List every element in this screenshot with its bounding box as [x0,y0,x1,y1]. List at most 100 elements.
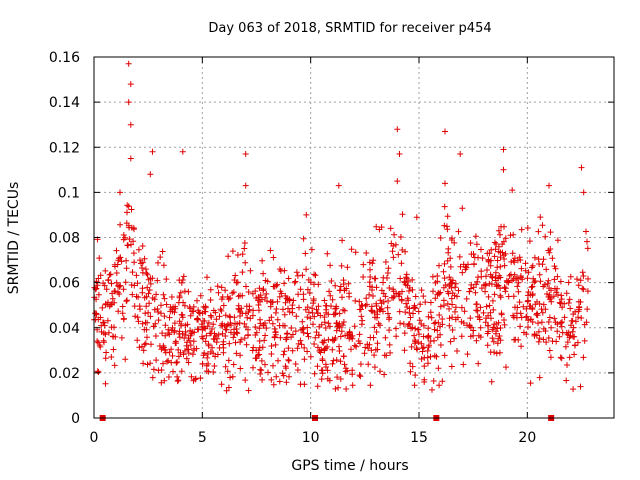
data-point [174,359,181,365]
data-point [386,341,393,348]
data-point [470,327,477,334]
data-point [177,289,184,296]
data-point [491,291,498,298]
data-point [339,322,346,329]
data-point [530,275,537,282]
data-point [285,345,292,352]
data-point [139,269,146,276]
data-point [402,309,409,316]
data-point [577,277,584,284]
data-point [386,314,393,321]
data-point [425,325,432,332]
data-point [361,350,368,357]
data-point [147,360,154,367]
data-point [191,329,198,336]
data-point [536,300,543,307]
data-point [343,386,350,392]
data-point [421,363,428,370]
data-point [401,330,408,337]
data-point [554,273,561,280]
data-point [413,345,420,352]
data-point [436,382,443,389]
data-point [554,321,561,328]
data-point [139,259,146,266]
data-point [491,253,498,260]
data-point [134,337,141,344]
data-point [116,283,123,290]
data-point [110,333,117,340]
data-point [102,380,109,387]
data-point [436,312,443,318]
data-point [448,363,455,370]
data-point [294,272,301,279]
data-point [300,291,307,298]
data-point [215,289,222,296]
data-point [268,376,275,383]
data-point [440,284,447,291]
data-point [553,338,560,345]
data-point [441,222,448,229]
data-point [529,319,536,325]
data-point [207,286,214,293]
x-axis-label: GPS time / hours [291,458,408,474]
data-point [495,319,502,326]
data-point [325,336,332,343]
data-point [537,214,544,221]
data-point [551,276,558,283]
data-point [431,320,438,327]
data-point [437,235,444,241]
data-point [181,302,188,309]
data-point [458,333,465,340]
data-point [348,346,354,353]
data-point [268,343,275,349]
data-point [368,307,375,314]
data-point [437,342,444,348]
data-point [335,384,342,391]
data-point [475,254,481,261]
data-point [111,362,118,369]
data-point [496,272,503,279]
data-point [100,319,106,326]
data-point [281,280,288,287]
data-point [584,245,591,252]
data-point [225,253,232,260]
data-point [365,345,372,352]
data-point [527,303,534,310]
data-point [233,350,240,357]
data-point [519,276,526,283]
data-point [334,374,341,381]
data-point [95,316,102,323]
data-point [187,342,194,349]
data-point [293,313,300,320]
data-point [369,260,376,267]
data-point [363,250,370,256]
data-point [531,331,538,338]
data-point [223,326,230,333]
data-point [239,269,246,276]
data-point [441,352,448,359]
data-point [373,300,380,307]
data-point [577,383,584,390]
data-point [259,344,266,351]
data-point [372,346,379,353]
data-point [574,276,580,283]
data-point [550,293,557,300]
data-point [489,326,496,333]
data-point [382,259,389,265]
data-point [224,368,231,375]
data-point [468,251,475,258]
data-point [151,306,158,313]
data-point [383,352,390,359]
data-point [434,273,441,279]
data-point [305,276,312,283]
data-point [185,359,192,366]
data-point [493,241,500,247]
data-point [162,322,169,329]
data-point [126,236,133,243]
data-point [461,308,468,315]
data-point [211,363,218,369]
data-point [552,265,559,272]
data-point [428,314,435,321]
data-point [501,223,507,230]
data-point [282,363,289,370]
